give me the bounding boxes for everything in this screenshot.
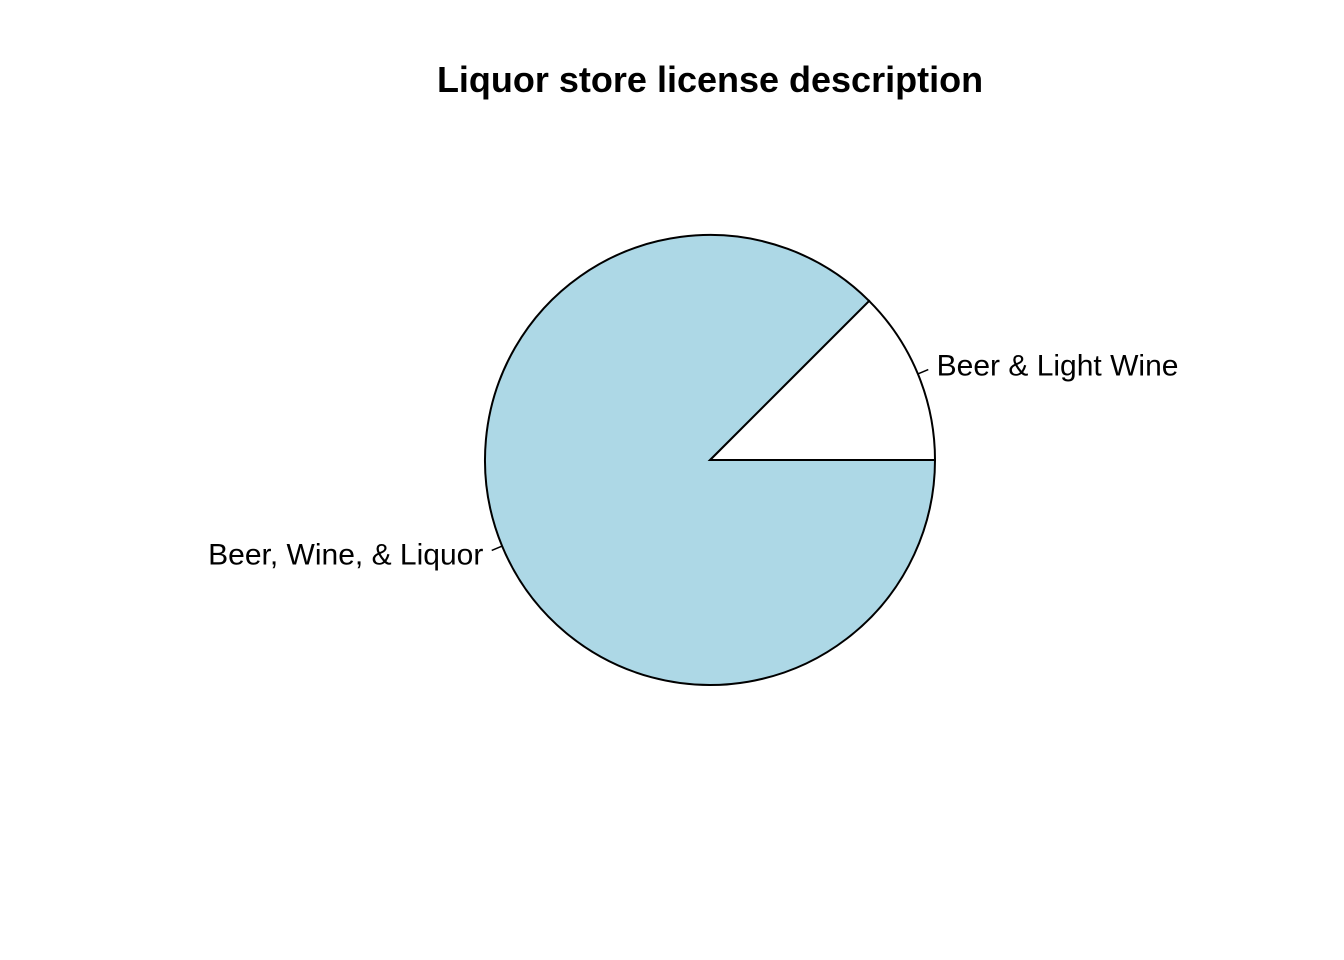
pie-labels: Beer & Light Wine Beer, Wine, & Liquor bbox=[208, 349, 1178, 571]
pie-leader-2 bbox=[491, 545, 503, 552]
pie-label-1: Beer & Light Wine bbox=[937, 349, 1179, 382]
pie-leader-lines bbox=[491, 368, 929, 552]
chart-title: Liquor store license description bbox=[437, 59, 983, 100]
pie-slice-1 bbox=[707, 299, 937, 461]
pie-slice-2 bbox=[484, 234, 937, 686]
pie-slices bbox=[484, 234, 937, 686]
pie-label-2: Beer, Wine, & Liquor bbox=[208, 539, 483, 572]
pie-leader-1 bbox=[917, 368, 929, 375]
